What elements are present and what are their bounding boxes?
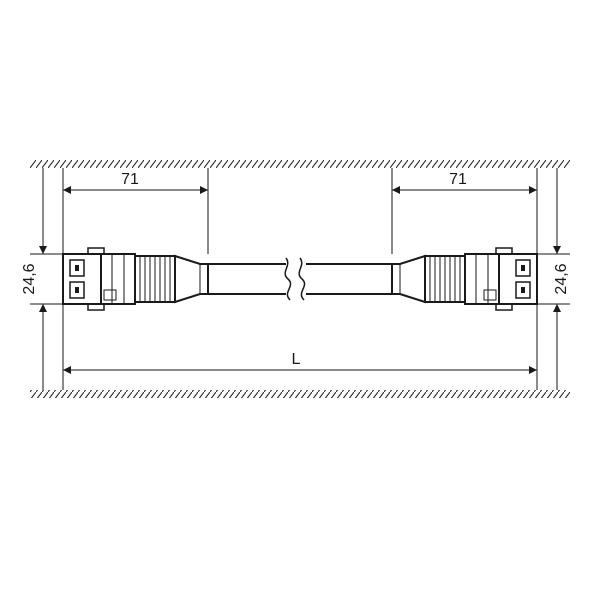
dim-label-left: 24,6 bbox=[21, 263, 38, 294]
hatch-bar-top bbox=[30, 160, 570, 168]
technical-drawing: 71 71 L 24,6 24,6 bbox=[0, 0, 600, 600]
left-connector bbox=[63, 248, 208, 310]
dim-label-bottom: L bbox=[292, 351, 301, 368]
right-connector bbox=[392, 248, 537, 310]
dim-label-top-left: 71 bbox=[121, 171, 139, 188]
cable bbox=[208, 258, 392, 300]
dim-label-top-right: 71 bbox=[449, 171, 467, 188]
dim-label-right: 24,6 bbox=[553, 263, 570, 294]
hatch-bar-bottom bbox=[30, 390, 570, 398]
